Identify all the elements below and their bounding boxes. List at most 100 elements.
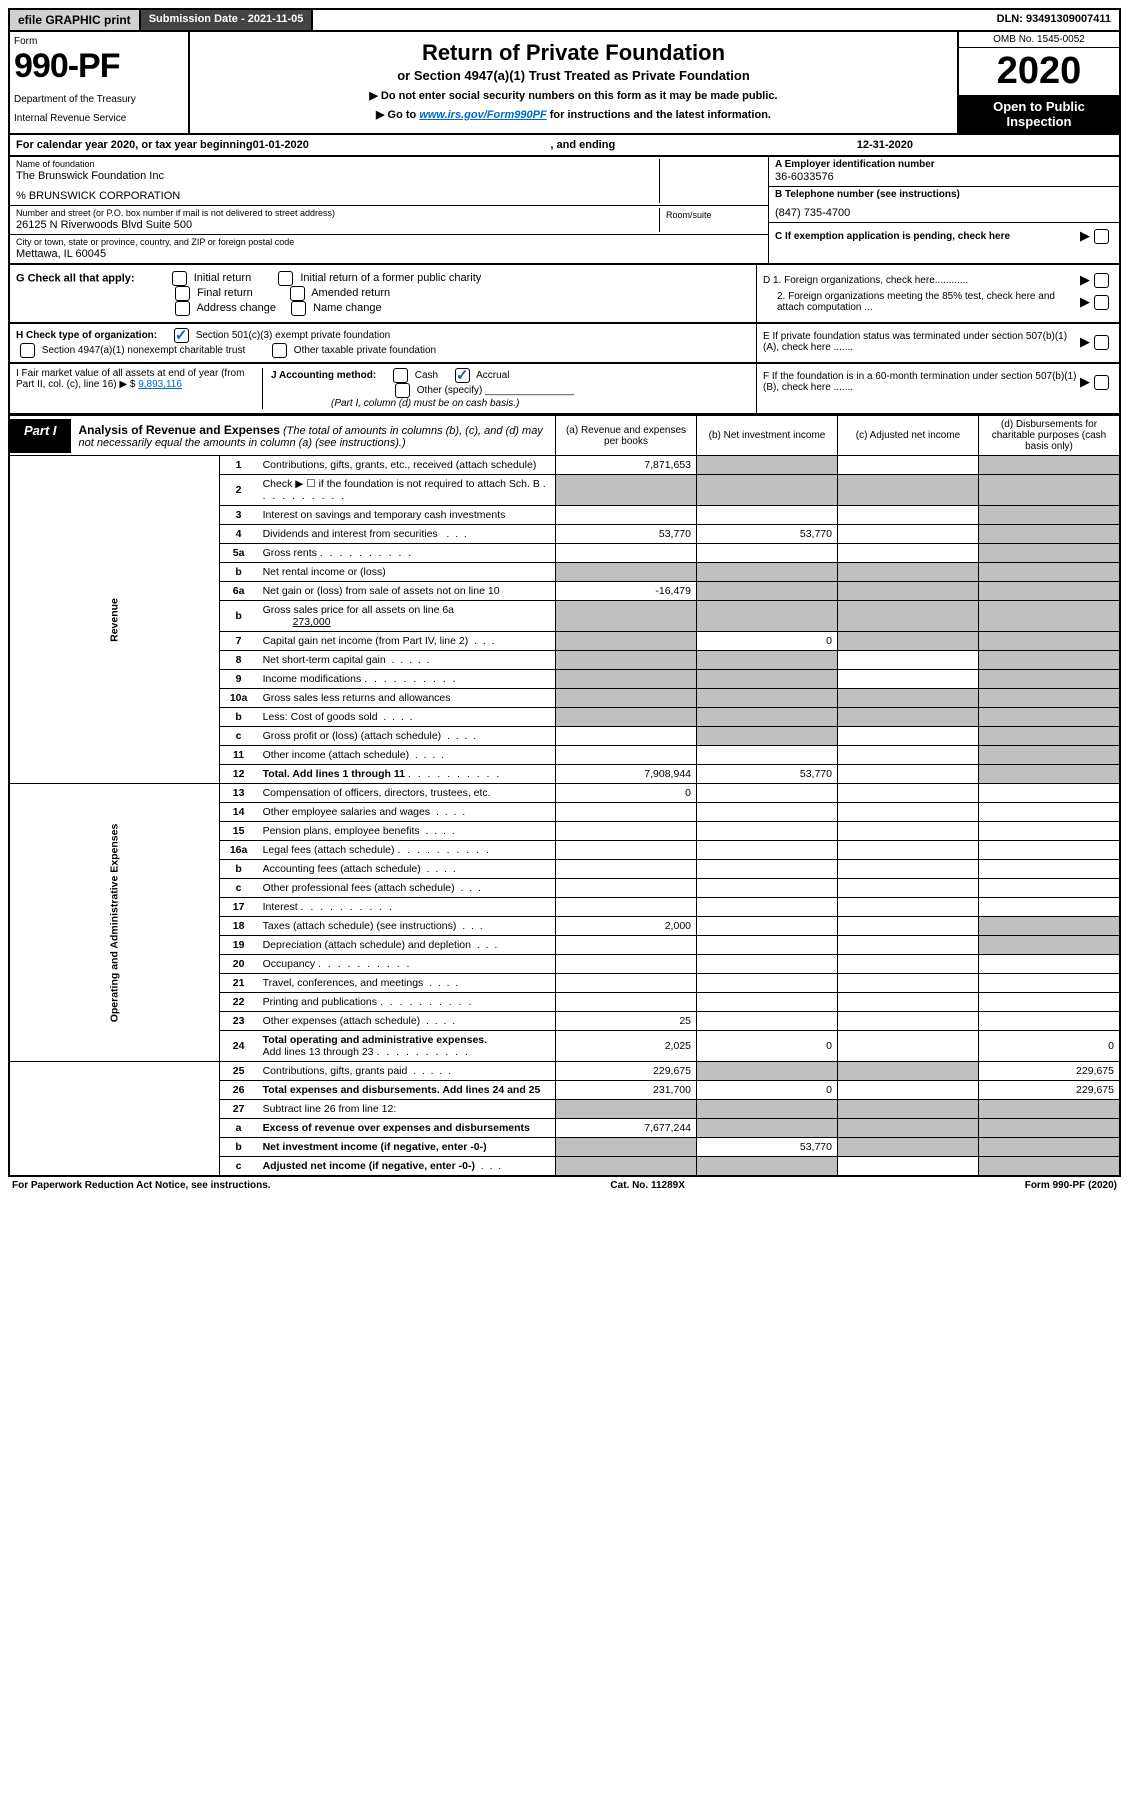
arrow-icon: ▶ <box>1080 374 1090 390</box>
g-amended-checkbox[interactable] <box>290 286 305 301</box>
e-label: E If private foundation status was termi… <box>763 331 1080 353</box>
exemption-row: C If exemption application is pending, c… <box>769 223 1119 263</box>
phone-label: B Telephone number (see instructions) <box>775 189 1113 200</box>
d2-checkbox[interactable] <box>1094 295 1109 310</box>
ein: 36-6033576 <box>775 170 1113 184</box>
tax-year: 2020 <box>959 48 1119 95</box>
phone-row: B Telephone number (see instructions) (8… <box>769 187 1119 223</box>
calyear-begin: 01-01-2020 <box>253 139 309 151</box>
g-initial-former: Initial return of a former public charit… <box>300 272 481 284</box>
f-section: F If the foundation is in a 60-month ter… <box>756 364 1119 413</box>
year-cell: OMB No. 1545-0052 2020 Open to Public In… <box>957 32 1119 133</box>
g-name-checkbox[interactable] <box>291 301 306 316</box>
j-label: J Accounting method: <box>271 370 376 381</box>
revenue-label: Revenue <box>108 520 120 719</box>
form-number-cell: Form 990-PF Department of the Treasury I… <box>10 32 190 133</box>
h-other-checkbox[interactable] <box>272 343 287 358</box>
city: Mettawa, IL 60045 <box>16 247 762 261</box>
goto-post: for instructions and the latest informat… <box>547 109 771 121</box>
g-address-checkbox[interactable] <box>175 301 190 316</box>
paperwork-notice: For Paperwork Reduction Act Notice, see … <box>12 1180 271 1191</box>
j-cash-checkbox[interactable] <box>393 368 408 383</box>
street: 26125 N Riverwoods Blvd Suite 500 <box>16 218 659 232</box>
j-accrual-checkbox[interactable] <box>455 368 470 383</box>
f-checkbox[interactable] <box>1094 375 1109 390</box>
section-h-e: H Check type of organization: Section 50… <box>8 324 1121 364</box>
e-checkbox[interactable] <box>1094 335 1109 350</box>
form-subtitle: or Section 4947(a)(1) Trust Treated as P… <box>198 68 949 83</box>
h-501c3: Section 501(c)(3) exempt private foundat… <box>196 330 391 341</box>
g-name: Name change <box>313 302 382 314</box>
g-initial-former-checkbox[interactable] <box>278 271 293 286</box>
table-row: 25Contributions, gifts, grants paid . . … <box>9 1062 1120 1081</box>
arrow-icon: ▶ <box>1080 228 1090 244</box>
goto-pre: ▶ Go to <box>376 109 419 121</box>
j-accrual: Accrual <box>476 370 509 381</box>
name-row: Name of foundation The Brunswick Foundat… <box>10 157 768 206</box>
ein-label: A Employer identification number <box>775 159 1113 170</box>
j-other-checkbox[interactable] <box>395 383 410 398</box>
ein-row: A Employer identification number 36-6033… <box>769 157 1119 187</box>
dept-treasury: Department of the Treasury <box>14 94 184 105</box>
g-initial: Initial return <box>194 272 251 284</box>
d-section: D 1. Foreign organizations, check here..… <box>756 265 1119 322</box>
part1-table: Part I Analysis of Revenue and Expenses … <box>8 415 1121 1177</box>
opex-label: Operating and Administrative Expenses <box>108 823 120 1022</box>
i-label: I Fair market value of all assets at end… <box>16 368 244 390</box>
form-number: 990-PF <box>14 47 184 86</box>
table-row: Operating and Administrative Expenses 13… <box>9 784 1120 803</box>
g-label: G Check all that apply: <box>16 272 135 284</box>
col-a-header: (a) Revenue and expenses per books <box>556 416 697 456</box>
calendar-year-row: For calendar year 2020, or tax year begi… <box>8 135 1121 157</box>
fmv-value[interactable]: 9,893,116 <box>138 379 182 390</box>
form-link[interactable]: www.irs.gov/Form990PF <box>419 109 546 121</box>
note-goto: ▶ Go to www.irs.gov/Form990PF for instru… <box>198 108 949 121</box>
g-initial-checkbox[interactable] <box>172 271 187 286</box>
top-bar: efile GRAPHIC print Submission Date - 20… <box>8 8 1121 32</box>
g-section: G Check all that apply: Initial return I… <box>10 265 756 322</box>
form-word: Form <box>14 36 184 47</box>
g-final-checkbox[interactable] <box>175 286 190 301</box>
cat-no: Cat. No. 11289X <box>610 1180 684 1191</box>
exemption-checkbox[interactable] <box>1094 229 1109 244</box>
col-b-header: (b) Net investment income <box>697 416 838 456</box>
j-note: (Part I, column (d) must be on cash basi… <box>331 398 519 409</box>
dln: DLN: 93491309007411 <box>989 10 1119 30</box>
city-row: City or town, state or province, country… <box>10 235 768 263</box>
irs: Internal Revenue Service <box>14 113 184 124</box>
city-label: City or town, state or province, country… <box>16 237 762 247</box>
d1-label: D 1. Foreign organizations, check here..… <box>763 275 1080 286</box>
care-of: % BRUNSWICK CORPORATION <box>16 189 659 203</box>
e-section: E If private foundation status was termi… <box>756 324 1119 362</box>
arrow-icon: ▶ <box>1080 294 1090 310</box>
entity-info: Name of foundation The Brunswick Foundat… <box>8 157 1121 265</box>
calyear-pre: For calendar year 2020, or tax year begi… <box>16 139 253 151</box>
section-g-d: G Check all that apply: Initial return I… <box>8 265 1121 324</box>
col-d-header: (d) Disbursements for charitable purpose… <box>979 416 1121 456</box>
calyear-end: 12-31-2020 <box>857 139 913 151</box>
efile-print-button[interactable]: efile GRAPHIC print <box>10 10 141 30</box>
j-cash: Cash <box>415 370 438 381</box>
footer: For Paperwork Reduction Act Notice, see … <box>8 1177 1121 1194</box>
part1-title: Analysis of Revenue and Expenses (The to… <box>71 419 555 453</box>
f-label: F If the foundation is in a 60-month ter… <box>763 371 1080 393</box>
room-label: Room/suite <box>666 210 756 220</box>
h-section: H Check type of organization: Section 50… <box>10 324 756 362</box>
form-title: Return of Private Foundation <box>198 40 949 66</box>
title-cell: Return of Private Foundation or Section … <box>190 32 957 133</box>
h-4947-checkbox[interactable] <box>20 343 35 358</box>
col-c-header: (c) Adjusted net income <box>838 416 979 456</box>
calyear-mid: , and ending <box>309 139 857 151</box>
form-ref: Form 990-PF (2020) <box>1025 1180 1117 1191</box>
street-row: Number and street (or P.O. box number if… <box>10 206 768 235</box>
d2-label: 2. Foreign organizations meeting the 85%… <box>763 291 1080 313</box>
note-ssn: ▶ Do not enter social security numbers o… <box>198 89 949 102</box>
d1-checkbox[interactable] <box>1094 273 1109 288</box>
street-label: Number and street (or P.O. box number if… <box>16 208 659 218</box>
foundation-name: The Brunswick Foundation Inc <box>16 169 659 183</box>
exemption-label: C If exemption application is pending, c… <box>775 231 1080 242</box>
h-501c3-checkbox[interactable] <box>174 328 189 343</box>
j-other: Other (specify) <box>417 385 483 396</box>
h-4947: Section 4947(a)(1) nonexempt charitable … <box>42 345 245 356</box>
submission-date: Submission Date - 2021-11-05 <box>141 10 314 30</box>
